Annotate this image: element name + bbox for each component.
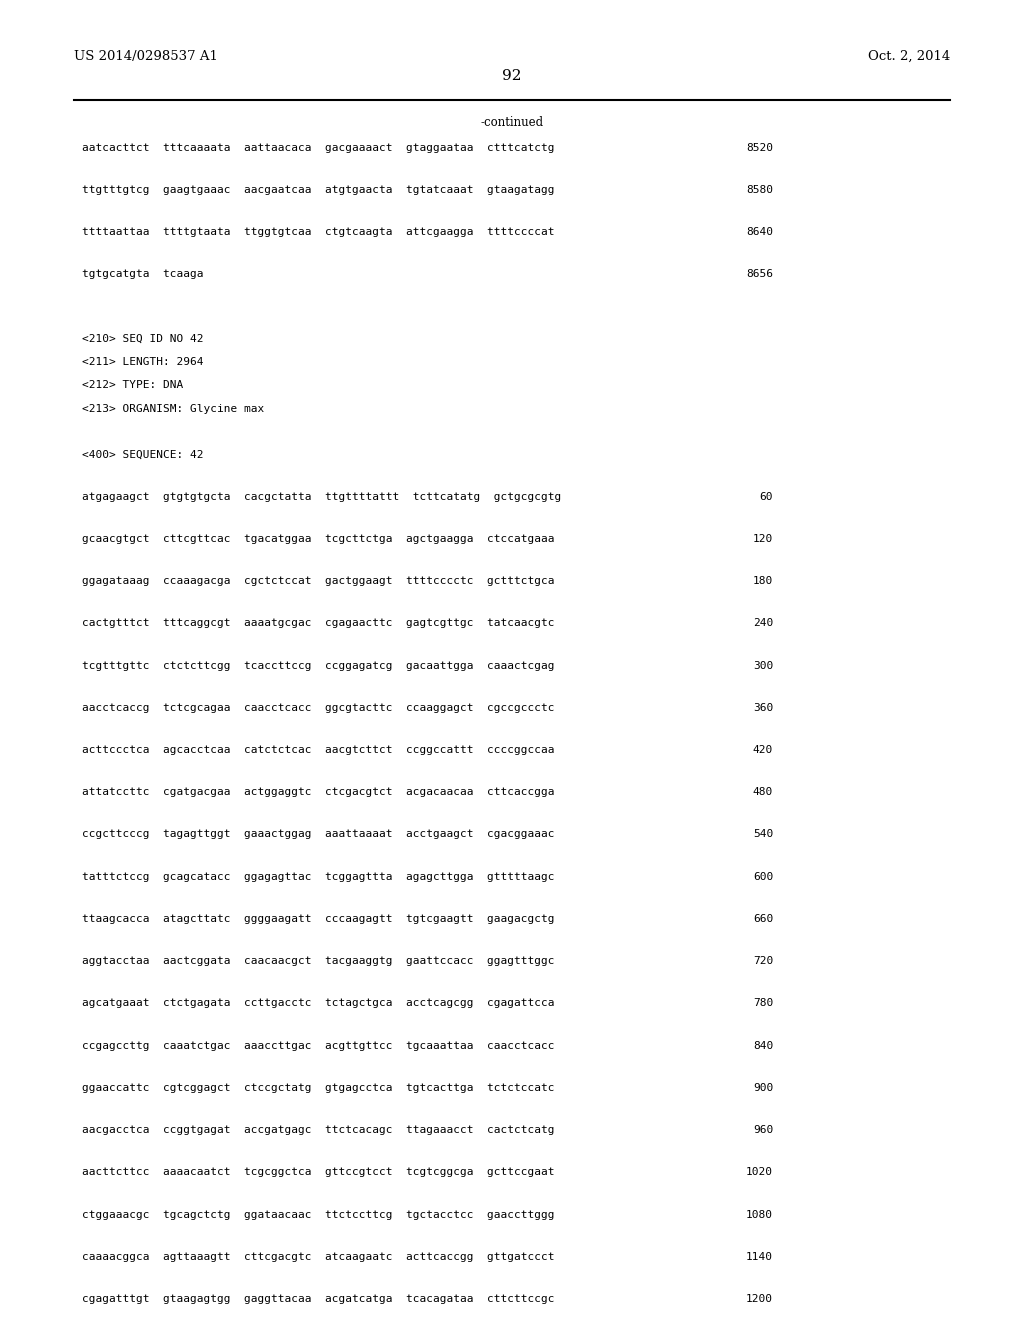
- Text: -continued: -continued: [480, 116, 544, 129]
- Text: aacctcaccg  tctcgcagaa  caacctcacc  ggcgtacttc  ccaaggagct  cgccgccctc: aacctcaccg tctcgcagaa caacctcacc ggcgtac…: [82, 702, 554, 713]
- Text: 780: 780: [753, 998, 773, 1008]
- Text: cactgtttct  tttcaggcgt  aaaatgcgac  cgagaacttc  gagtcgttgc  tatcaacgtc: cactgtttct tttcaggcgt aaaatgcgac cgagaac…: [82, 618, 554, 628]
- Text: ccgagccttg  caaatctgac  aaaccttgac  acgttgttcc  tgcaaattaa  caacctcacc: ccgagccttg caaatctgac aaaccttgac acgttgt…: [82, 1040, 554, 1051]
- Text: <212> TYPE: DNA: <212> TYPE: DNA: [82, 380, 183, 391]
- Text: 120: 120: [753, 533, 773, 544]
- Text: 8520: 8520: [746, 143, 773, 153]
- Text: 660: 660: [753, 913, 773, 924]
- Text: ttgtttgtcg  gaagtgaaac  aacgaatcaa  atgtgaacta  tgtatcaaat  gtaagatagg: ttgtttgtcg gaagtgaaac aacgaatcaa atgtgaa…: [82, 185, 554, 195]
- Text: aacgacctca  ccggtgagat  accgatgagc  ttctcacagc  ttagaaacct  cactctcatg: aacgacctca ccggtgagat accgatgagc ttctcac…: [82, 1125, 554, 1135]
- Text: US 2014/0298537 A1: US 2014/0298537 A1: [74, 50, 218, 63]
- Text: 540: 540: [753, 829, 773, 840]
- Text: atgagaagct  gtgtgtgcta  cacgctatta  ttgttttattt  tcttcatatg  gctgcgcgtg: atgagaagct gtgtgtgcta cacgctatta ttgtttt…: [82, 491, 561, 502]
- Text: ccgcttcccg  tagagttggt  gaaactggag  aaattaaaat  acctgaagct  cgacggaaac: ccgcttcccg tagagttggt gaaactggag aaattaa…: [82, 829, 554, 840]
- Text: attatccttc  cgatgacgaa  actggaggtc  ctcgacgtct  acgacaacaa  cttcaccgga: attatccttc cgatgacgaa actggaggtc ctcgacg…: [82, 787, 554, 797]
- Text: agcatgaaat  ctctgagata  ccttgacctc  tctagctgca  acctcagcgg  cgagattcca: agcatgaaat ctctgagata ccttgacctc tctagct…: [82, 998, 554, 1008]
- Text: 240: 240: [753, 618, 773, 628]
- Text: cgagatttgt  gtaagagtgg  gaggttacaa  acgatcatga  tcacagataa  cttcttccgc: cgagatttgt gtaagagtgg gaggttacaa acgatca…: [82, 1294, 554, 1304]
- Text: 1140: 1140: [746, 1251, 773, 1262]
- Text: acttccctca  agcacctcaa  catctctcac  aacgtcttct  ccggccattt  ccccggccaa: acttccctca agcacctcaa catctctcac aacgtct…: [82, 744, 554, 755]
- Text: 8656: 8656: [746, 269, 773, 280]
- Text: 840: 840: [753, 1040, 773, 1051]
- Text: aggtacctaa  aactcggata  caacaacgct  tacgaaggtg  gaattccacc  ggagtttggc: aggtacctaa aactcggata caacaacgct tacgaag…: [82, 956, 554, 966]
- Text: 720: 720: [753, 956, 773, 966]
- Text: <400> SEQUENCE: 42: <400> SEQUENCE: 42: [82, 449, 204, 459]
- Text: ctggaaacgc  tgcagctctg  ggataacaac  ttctccttcg  tgctacctcc  gaaccttggg: ctggaaacgc tgcagctctg ggataacaac ttctcct…: [82, 1209, 554, 1220]
- Text: tcgtttgttc  ctctcttcgg  tcaccttccg  ccggagatcg  gacaattgga  caaactcgag: tcgtttgttc ctctcttcgg tcaccttccg ccggaga…: [82, 660, 554, 671]
- Text: aacttcttcc  aaaacaatct  tcgcggctca  gttccgtcct  tcgtcggcga  gcttccgaat: aacttcttcc aaaacaatct tcgcggctca gttccgt…: [82, 1167, 554, 1177]
- Text: ggaaccattc  cgtcggagct  ctccgctatg  gtgagcctca  tgtcacttga  tctctccatc: ggaaccattc cgtcggagct ctccgctatg gtgagcc…: [82, 1082, 554, 1093]
- Text: Oct. 2, 2014: Oct. 2, 2014: [868, 50, 950, 63]
- Text: ggagataaag  ccaaagacga  cgctctccat  gactggaagt  ttttcccctc  gctttctgca: ggagataaag ccaaagacga cgctctccat gactgga…: [82, 576, 554, 586]
- Text: 300: 300: [753, 660, 773, 671]
- Text: 1200: 1200: [746, 1294, 773, 1304]
- Text: tgtgcatgta  tcaaga: tgtgcatgta tcaaga: [82, 269, 204, 280]
- Text: 60: 60: [760, 491, 773, 502]
- Text: 180: 180: [753, 576, 773, 586]
- Text: 420: 420: [753, 744, 773, 755]
- Text: 360: 360: [753, 702, 773, 713]
- Text: 480: 480: [753, 787, 773, 797]
- Text: 600: 600: [753, 871, 773, 882]
- Text: 1080: 1080: [746, 1209, 773, 1220]
- Text: ttaagcacca  atagcttatc  ggggaagatt  cccaagagtt  tgtcgaagtt  gaagacgctg: ttaagcacca atagcttatc ggggaagatt cccaaga…: [82, 913, 554, 924]
- Text: 92: 92: [502, 69, 522, 83]
- Text: <211> LENGTH: 2964: <211> LENGTH: 2964: [82, 356, 204, 367]
- Text: gcaacgtgct  cttcgttcac  tgacatggaa  tcgcttctga  agctgaagga  ctccatgaaa: gcaacgtgct cttcgttcac tgacatggaa tcgcttc…: [82, 533, 554, 544]
- Text: <210> SEQ ID NO 42: <210> SEQ ID NO 42: [82, 334, 204, 343]
- Text: 8640: 8640: [746, 227, 773, 238]
- Text: tatttctccg  gcagcatacc  ggagagttac  tcggagttta  agagcttgga  gtttttaagc: tatttctccg gcagcatacc ggagagttac tcggagt…: [82, 871, 554, 882]
- Text: <213> ORGANISM: Glycine max: <213> ORGANISM: Glycine max: [82, 404, 264, 414]
- Text: 8580: 8580: [746, 185, 773, 195]
- Text: ttttaattaa  ttttgtaata  ttggtgtcaa  ctgtcaagta  attcgaagga  ttttccccat: ttttaattaa ttttgtaata ttggtgtcaa ctgtcaa…: [82, 227, 554, 238]
- Text: 1020: 1020: [746, 1167, 773, 1177]
- Text: 960: 960: [753, 1125, 773, 1135]
- Text: 900: 900: [753, 1082, 773, 1093]
- Text: aatcacttct  tttcaaaata  aattaacaca  gacgaaaact  gtaggaataa  ctttcatctg: aatcacttct tttcaaaata aattaacaca gacgaaa…: [82, 143, 554, 153]
- Text: caaaacggca  agttaaagtt  cttcgacgtc  atcaagaatc  acttcaccgg  gttgatccct: caaaacggca agttaaagtt cttcgacgtc atcaaga…: [82, 1251, 554, 1262]
